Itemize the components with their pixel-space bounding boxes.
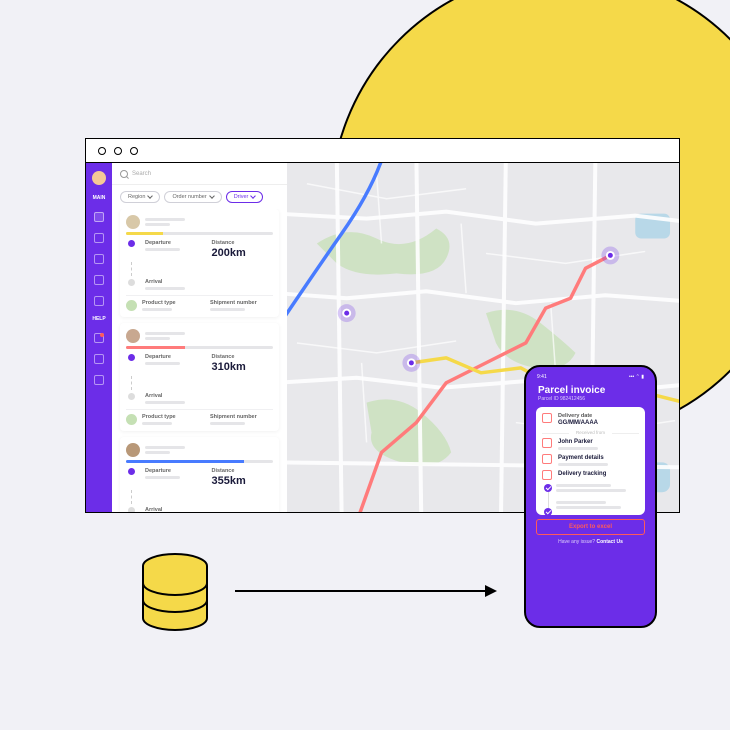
delivery-date-label: Delivery date xyxy=(558,413,598,419)
filter-row: Region Order number Driver xyxy=(112,185,287,209)
tracking-timeline xyxy=(542,484,639,509)
distance-value: 310km xyxy=(212,361,274,373)
track-step xyxy=(544,508,552,516)
nav-notifications-icon[interactable] xyxy=(94,333,104,343)
nav-section: MAIN xyxy=(93,195,106,201)
chevron-down-icon xyxy=(209,193,215,199)
nav-chart-icon[interactable] xyxy=(94,233,104,243)
departure-dot xyxy=(128,354,135,361)
driver-avatar xyxy=(126,215,140,229)
database-icon xyxy=(138,552,213,637)
tracking-label: Delivery tracking xyxy=(558,471,606,477)
order-card[interactable]: Departure Distance310km Arrival Product … xyxy=(120,323,279,431)
order-list: Departure Distance200km Arrival Product … xyxy=(112,209,287,512)
shipment-label: Shipment number xyxy=(210,300,273,306)
user-avatar[interactable] xyxy=(92,171,106,185)
window-control[interactable] xyxy=(130,147,138,155)
progress-bar xyxy=(126,346,273,349)
product-label: Product type xyxy=(142,414,205,420)
window-control[interactable] xyxy=(98,147,106,155)
calendar-icon xyxy=(542,413,552,423)
arrival-label: Arrival xyxy=(145,507,207,512)
nav-wallet-icon[interactable] xyxy=(94,296,104,306)
chevron-down-icon xyxy=(148,193,154,199)
invoice-card: Delivery date GG/MM/AAAA Received from J… xyxy=(536,407,645,515)
departure-label: Departure xyxy=(145,468,207,474)
product-icon xyxy=(126,300,137,311)
export-button[interactable]: Export to excel xyxy=(536,519,645,535)
nav-support-icon[interactable] xyxy=(94,375,104,385)
received-from-divider: Received from xyxy=(542,430,639,435)
nav-dashboard-icon[interactable] xyxy=(94,212,104,222)
orders-panel: Search Region Order number Driver Depart… xyxy=(112,163,287,512)
sender-name: John Parker xyxy=(558,439,598,445)
skeleton xyxy=(558,447,598,450)
tracking-icon xyxy=(542,470,552,480)
filter-region[interactable]: Region xyxy=(120,191,160,203)
payment-label: Payment details xyxy=(558,455,608,461)
phone-indicators: ••• ⌃ ▮ xyxy=(629,374,644,380)
browser-titlebar xyxy=(86,139,679,163)
phone-time: 9:41 xyxy=(537,374,547,380)
skeleton xyxy=(558,463,608,466)
search-bar[interactable]: Search xyxy=(112,163,287,185)
filter-order[interactable]: Order number xyxy=(164,191,221,203)
progress-bar xyxy=(126,460,273,463)
contact-link[interactable]: Contact Us xyxy=(596,539,622,545)
distance-label: Distance xyxy=(212,240,274,246)
arrival-dot xyxy=(128,393,135,400)
filter-driver[interactable]: Driver xyxy=(226,191,264,203)
order-card[interactable]: Departure Distance355km Arrival Product … xyxy=(120,437,279,512)
card-icon xyxy=(542,454,552,464)
phone-subtitle: Parcel ID 982412456 xyxy=(531,396,650,407)
product-label: Product type xyxy=(142,300,205,306)
nav-book-icon[interactable] xyxy=(94,275,104,285)
notification-badge xyxy=(100,333,104,337)
nav-settings-icon[interactable] xyxy=(94,354,104,364)
distance-label: Distance xyxy=(212,468,274,474)
delivery-date-value: GG/MM/AAAA xyxy=(558,420,598,426)
flow-arrow xyxy=(235,590,495,592)
arrival-label: Arrival xyxy=(145,279,207,285)
driver-avatar xyxy=(126,443,140,457)
distance-value: 200km xyxy=(212,247,274,259)
nav-table-icon[interactable] xyxy=(94,254,104,264)
distance-value: 355km xyxy=(212,475,274,487)
arrival-label: Arrival xyxy=(145,393,207,399)
track-step xyxy=(544,484,552,492)
arrival-dot xyxy=(128,279,135,286)
search-icon xyxy=(120,170,128,178)
phone-footer: Have any issue? Contact Us xyxy=(531,539,650,545)
shipment-label: Shipment number xyxy=(210,414,273,420)
progress-bar xyxy=(126,232,273,235)
search-placeholder: Search xyxy=(132,171,151,177)
departure-label: Departure xyxy=(145,354,207,360)
nav-sidebar: MAIN HELP xyxy=(86,163,112,512)
distance-label: Distance xyxy=(212,354,274,360)
phone-statusbar: 9:41 ••• ⌃ ▮ xyxy=(531,372,650,382)
person-icon xyxy=(542,438,552,448)
phone-mockup: 9:41 ••• ⌃ ▮ Parcel invoice Parcel ID 98… xyxy=(524,365,657,628)
departure-dot xyxy=(128,240,135,247)
chevron-down-icon xyxy=(251,193,257,199)
window-control[interactable] xyxy=(114,147,122,155)
order-card[interactable]: Departure Distance200km Arrival Product … xyxy=(120,209,279,317)
arrival-dot xyxy=(128,507,135,512)
departure-label: Departure xyxy=(145,240,207,246)
departure-dot xyxy=(128,468,135,475)
phone-title: Parcel invoice xyxy=(531,382,650,396)
product-icon xyxy=(126,414,137,425)
driver-avatar xyxy=(126,329,140,343)
nav-section: HELP xyxy=(92,316,105,322)
